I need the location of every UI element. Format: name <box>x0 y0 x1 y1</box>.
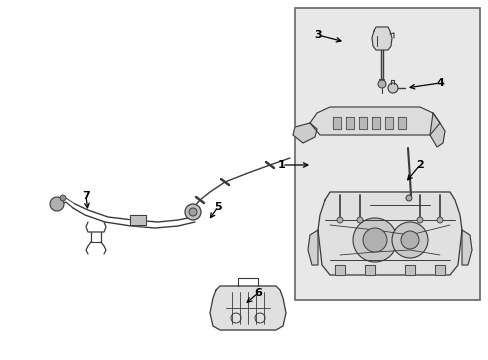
Polygon shape <box>429 113 444 147</box>
Text: 5: 5 <box>214 202 222 212</box>
Text: 7: 7 <box>82 191 90 201</box>
Polygon shape <box>307 230 317 265</box>
Circle shape <box>387 83 397 93</box>
Circle shape <box>50 197 64 211</box>
Polygon shape <box>309 107 439 135</box>
Circle shape <box>377 80 385 88</box>
Text: 6: 6 <box>254 288 262 298</box>
Polygon shape <box>358 117 366 129</box>
Polygon shape <box>384 117 392 129</box>
Polygon shape <box>397 117 405 129</box>
Polygon shape <box>317 192 461 275</box>
Polygon shape <box>346 117 353 129</box>
Circle shape <box>416 217 422 223</box>
Text: 1: 1 <box>278 160 285 170</box>
Circle shape <box>436 217 442 223</box>
Polygon shape <box>404 265 414 275</box>
Circle shape <box>356 217 362 223</box>
Circle shape <box>405 195 411 201</box>
Circle shape <box>400 231 418 249</box>
Polygon shape <box>334 265 345 275</box>
Circle shape <box>336 217 342 223</box>
Text: 3: 3 <box>314 30 321 40</box>
FancyBboxPatch shape <box>294 8 479 300</box>
Circle shape <box>391 222 427 258</box>
Circle shape <box>184 204 201 220</box>
Circle shape <box>60 195 66 201</box>
Text: 2: 2 <box>415 160 423 170</box>
Polygon shape <box>209 286 285 330</box>
Circle shape <box>189 208 197 216</box>
Circle shape <box>352 218 396 262</box>
Polygon shape <box>364 265 374 275</box>
Polygon shape <box>371 117 379 129</box>
Polygon shape <box>292 123 316 143</box>
Circle shape <box>362 228 386 252</box>
Polygon shape <box>130 215 146 225</box>
Polygon shape <box>332 117 340 129</box>
Text: 4: 4 <box>435 78 443 88</box>
Polygon shape <box>461 230 471 265</box>
Polygon shape <box>434 265 444 275</box>
Polygon shape <box>371 27 391 50</box>
